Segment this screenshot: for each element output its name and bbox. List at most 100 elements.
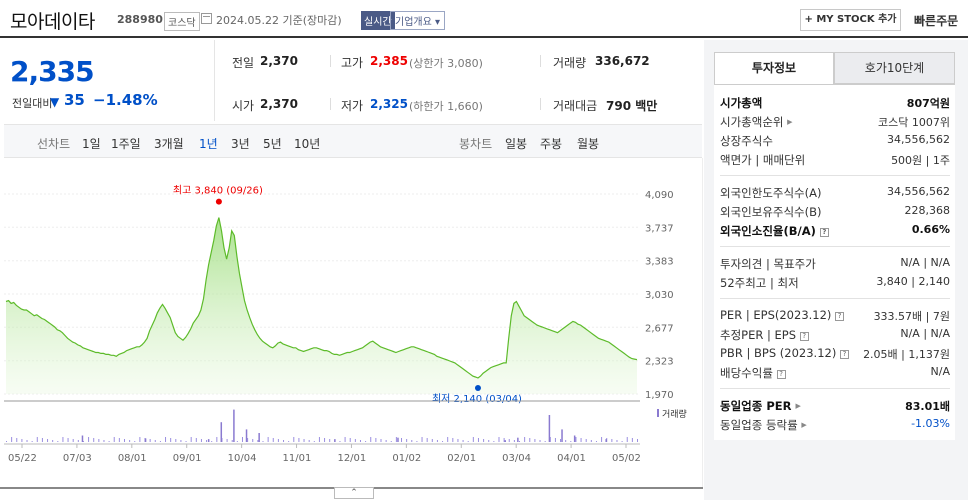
volume-bar (149, 439, 151, 442)
price-chart[interactable]: 4,090 3,737 3,383 3,030 2,677 2,323 1,970 최고 3… (0, 158, 703, 487)
volume-bar (47, 439, 49, 442)
volume-bar (585, 439, 587, 442)
add-my-stock-button[interactable]: + MY STOCK 추가 (800, 9, 901, 31)
quick-order-button[interactable]: 빠른주문 (914, 14, 959, 28)
investment-info-list: 시가총액 807억원 시가총액순위 ▶ 코스닥 1007위 상장주식수 34,5… (714, 84, 955, 440)
volume-bar (103, 440, 105, 442)
volume-bar (77, 440, 79, 442)
tab-1y[interactable]: 1년 (199, 137, 218, 151)
help-icon: ? (835, 312, 845, 321)
volume-bar (359, 440, 361, 442)
price-area (6, 217, 637, 394)
tab-5y[interactable]: 5년 (263, 137, 282, 151)
info-label: 외국인보유주식수(B) (720, 205, 822, 219)
info-row-pbr[interactable]: PBR | BPS (2023.12) ? 2.05배 | 1,137원 (720, 346, 950, 364)
volume-bar (190, 437, 192, 442)
volume-bar (267, 437, 269, 442)
y-tick-label: 2,677 (645, 323, 674, 334)
volume-bar (118, 438, 120, 442)
volume-bar (595, 441, 597, 442)
volume-bar (477, 438, 479, 442)
tab-weekly[interactable]: 주봉 (540, 137, 563, 151)
volume-bar (52, 440, 54, 442)
volume-bar (129, 440, 131, 442)
triangle-right-icon: ▶ (801, 421, 807, 429)
candle-chart-header: 봉차트 (459, 137, 493, 151)
stock-header: 모아데이타 288980 코스닥 2024.05.22 기준(장마감) 실시간 … (0, 0, 968, 38)
info-row-par-value: 액면가 | 매매단위 500원 | 1주 (720, 152, 950, 170)
tab-investment-info[interactable]: 투자정보 (714, 52, 834, 84)
tab-1w[interactable]: 1주일 (111, 137, 141, 151)
y-tick-label: 4,090 (645, 190, 674, 201)
volume-bar (57, 441, 59, 442)
company-info-dropdown[interactable]: 기업개요 ▾ (390, 11, 445, 30)
open-value: 2,370 (260, 97, 298, 111)
x-tick-label: 09/01 (173, 453, 202, 464)
section-divider (720, 175, 950, 176)
volume-bar (457, 439, 459, 442)
tab-monthly[interactable]: 월봉 (577, 137, 600, 151)
section-divider (720, 388, 950, 389)
volume-bar (334, 439, 336, 442)
info-value: N/A | N/A (900, 327, 950, 340)
volume-bar (575, 437, 577, 442)
volume-bar (380, 439, 382, 442)
chart-period-tabs: 선차트 1일 1주일 3개월 1년 3년 5년 10년 봉차트 일봉 주봉 월봉 (4, 124, 702, 158)
help-icon: ? (839, 350, 849, 359)
investment-info-panel: 투자정보 호가10단계 시가총액 807억원 시가총액순위 ▶ 코스닥 1007… (704, 40, 968, 500)
volume-bar (519, 441, 521, 442)
volume-bar (62, 437, 64, 442)
volume-bar (36, 437, 38, 442)
tab-3m[interactable]: 3개월 (154, 137, 184, 151)
volume-bar (573, 435, 576, 442)
tab-daily[interactable]: 일봉 (505, 137, 528, 151)
volume-bar (247, 438, 249, 442)
volume-bar (462, 440, 464, 442)
info-value: 500원 | 1주 (891, 154, 950, 167)
volume-bar (288, 441, 290, 442)
x-tick-label: 05/02 (612, 453, 641, 464)
info-row-sector-change[interactable]: 동일업종 등락률 ▶ -1.03% (720, 417, 950, 435)
market-badge: 코스닥 (164, 12, 200, 31)
volume-bar (154, 440, 156, 442)
volume-bar (421, 437, 423, 442)
volume-bar (159, 441, 161, 442)
info-row-per[interactable]: PER | EPS(2023.12) ? 333.57배 | 7원 (720, 308, 950, 326)
prev-close-value: 2,370 (260, 54, 298, 68)
realtime-button[interactable]: 실시간 (361, 11, 395, 30)
amount-label: 거래대금 (553, 99, 598, 113)
x-tick-label: 11/01 (283, 453, 312, 464)
volume-bar (207, 439, 210, 442)
collapse-chart-button[interactable]: ⌃ (334, 487, 374, 499)
info-label: 동일업종 PER ▶ (720, 399, 801, 413)
volume-bar (31, 441, 33, 442)
quote-date: 2024.05.22 기준(장마감) (216, 14, 342, 27)
tab-3y[interactable]: 3년 (231, 137, 250, 151)
volume-bar (517, 437, 519, 442)
volume-bar (426, 438, 428, 442)
info-row-foreign-ratio[interactable]: 외국인소진율(B/A) ? 0.66% (720, 223, 950, 241)
volume-bar (544, 441, 546, 442)
volume-bar (436, 440, 438, 442)
tab-10y[interactable]: 10년 (294, 137, 321, 151)
tab-1d[interactable]: 1일 (82, 137, 101, 151)
info-row-dividend[interactable]: 배당수익률 ? N/A (720, 365, 950, 383)
volume-bar (375, 438, 377, 442)
price-line (5, 217, 638, 379)
info-row-market-cap-rank[interactable]: 시가총액순위 ▶ 코스닥 1007위 (720, 114, 950, 132)
y-tick-label: 2,323 (645, 357, 674, 368)
info-row-sector-per[interactable]: 동일업종 PER ▶ 83.01배 (720, 398, 950, 416)
info-value: 83.01배 (905, 400, 950, 413)
volume-bar (258, 433, 260, 442)
volume-bar (390, 441, 392, 442)
x-tick-label: 10/04 (228, 453, 257, 464)
info-label: 외국인한도주식수(A) (720, 186, 822, 200)
volume-bar (108, 441, 110, 442)
info-label: 투자의견 | 목표주가 (720, 257, 816, 271)
info-row-est-per[interactable]: 추정PER | EPS ? N/A | N/A (720, 327, 950, 345)
company-name[interactable]: 모아데이타 (10, 11, 95, 33)
tab-order-book[interactable]: 호가10단계 (834, 52, 955, 84)
high-point-marker (215, 198, 222, 205)
x-tick-label: 03/04 (502, 453, 531, 464)
volume-bar (447, 437, 449, 442)
